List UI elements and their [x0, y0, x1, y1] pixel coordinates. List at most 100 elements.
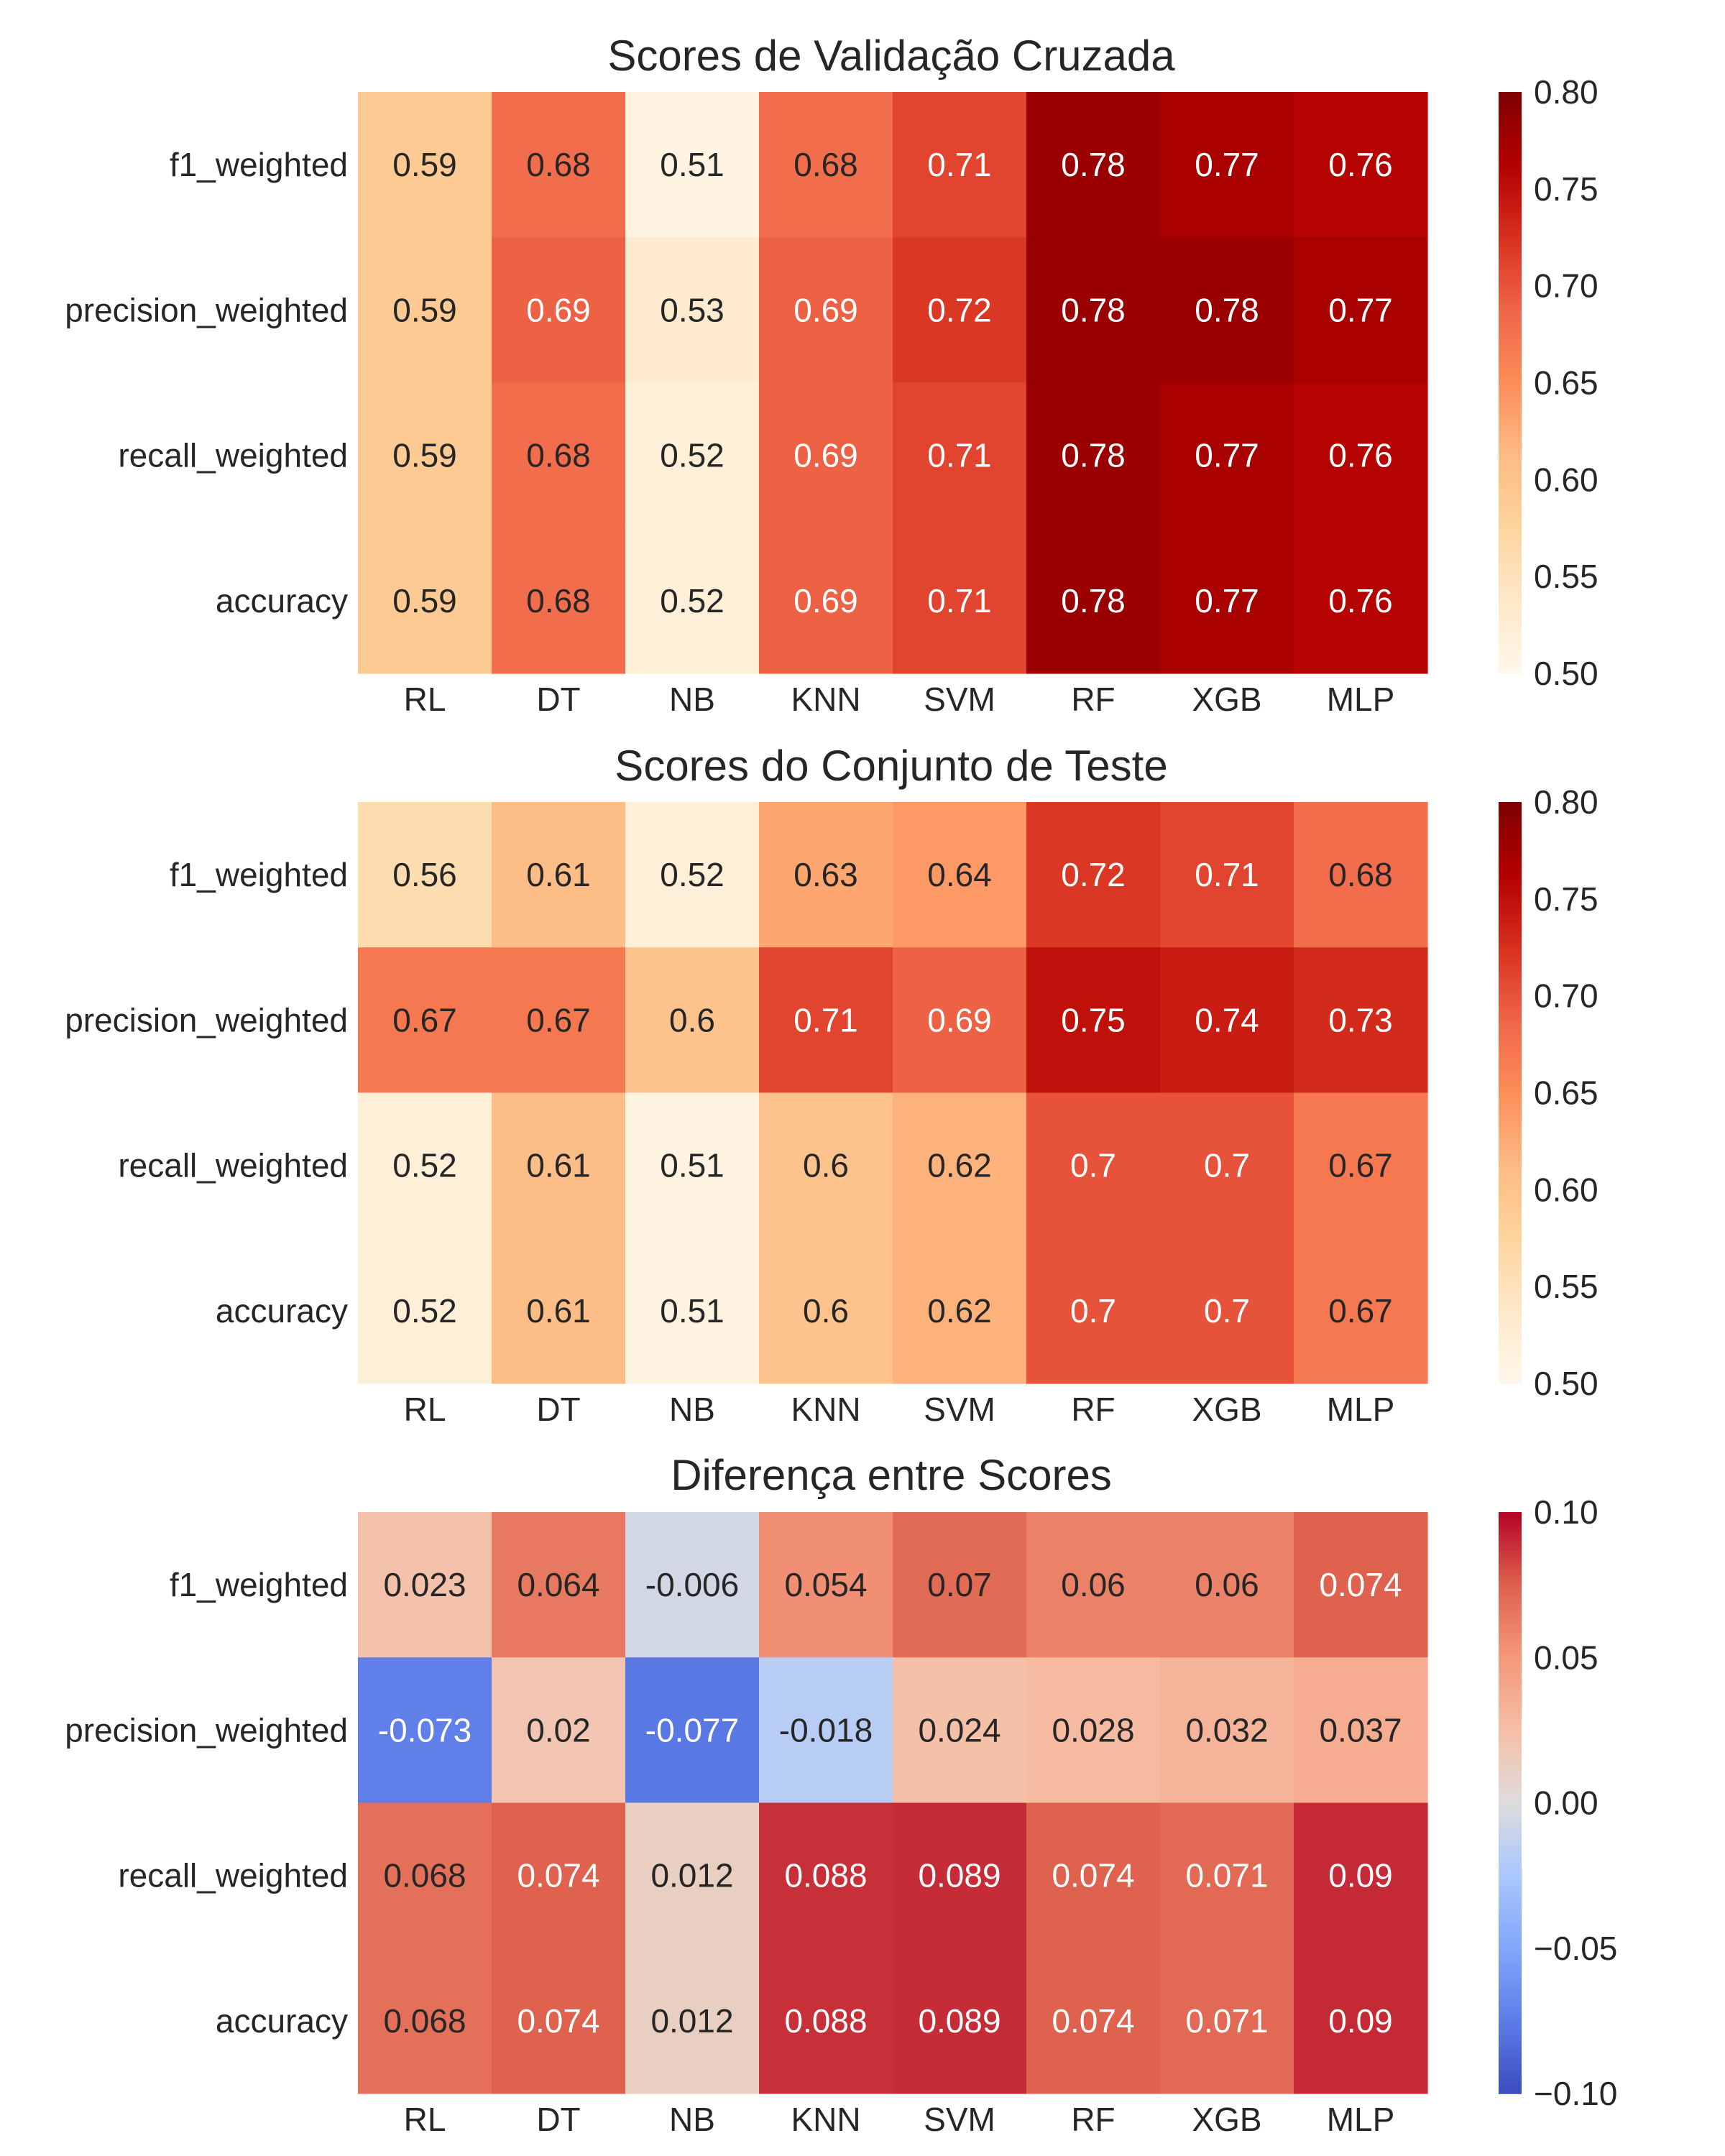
colorbar-segment	[1499, 1184, 1522, 1191]
colorbar-segment	[1499, 826, 1522, 832]
row-labels: f1_weighted precision_weighted recall_weig…	[65, 1566, 348, 2040]
cell-value-label: 0.77	[1328, 291, 1393, 328]
colorbar-segment	[1499, 2035, 1522, 2041]
cell-value-label: 0.68	[526, 582, 591, 619]
colorbar-segment	[1499, 1364, 1522, 1370]
colorbar-segment	[1499, 1097, 1522, 1103]
cell-value-label: 0.77	[1195, 146, 1259, 183]
colorbar-segment	[1499, 149, 1522, 156]
colorbar-segment	[1499, 976, 1522, 982]
colorbar-segment	[1499, 865, 1522, 871]
colorbar-segment	[1499, 658, 1522, 665]
colorbar-tick-label: 0.50	[1534, 1365, 1598, 1402]
colorbar-segment	[1499, 1565, 1522, 1571]
colorbar-segment	[1499, 668, 1522, 674]
colorbar-segment	[1499, 1774, 1522, 1779]
cell-value-label: 0.089	[918, 2002, 1000, 2040]
heatmap-cell	[492, 1802, 626, 1949]
heatmap-cell	[1294, 1802, 1428, 1949]
cell-value-label: 0.52	[660, 856, 724, 893]
colorbar-segment	[1499, 937, 1522, 944]
colorbar-segment	[1499, 499, 1522, 505]
heatmap-cell	[492, 947, 626, 1094]
cell-value-label: -0.018	[779, 1711, 873, 1749]
colorbar-segment	[1499, 1928, 1522, 1935]
cell-value-label: 0.068	[383, 1857, 466, 1894]
colorbar-segment	[1499, 1894, 1522, 1901]
colorbar-segment	[1499, 538, 1522, 543]
colorbar-segment	[1499, 421, 1522, 427]
colorbar-segment	[1499, 649, 1522, 655]
colorbar-segment	[1499, 1301, 1522, 1307]
colorbar-segment	[1499, 1054, 1522, 1060]
colorbar-segment	[1499, 1354, 1522, 1360]
colorbar: 0.10 0.05 0.00 −0.05 −0.10	[1499, 1493, 1617, 2112]
colorbar-segment	[1499, 101, 1522, 108]
colorbar-segment	[1499, 2006, 1522, 2012]
colorbar-segment	[1499, 533, 1522, 539]
colorbar-segment	[1499, 1589, 1522, 1595]
column-label: SVM	[924, 2101, 995, 2138]
colorbar-segment	[1499, 2011, 1522, 2017]
cell-value-label: 0.53	[660, 291, 724, 328]
heatmap-cell	[625, 1238, 760, 1384]
cell-value-label: 0.52	[392, 1147, 457, 1184]
colorbar-segment	[1499, 894, 1522, 900]
colorbar-segment	[1499, 806, 1522, 813]
colorbar-segment	[1499, 1059, 1522, 1064]
heatmap-cell	[759, 382, 893, 529]
heatmap-cell	[1294, 802, 1428, 948]
colorbar-segment	[1499, 1156, 1522, 1161]
colorbar-segment	[1499, 898, 1522, 905]
colorbar-tick-label: 0.55	[1534, 558, 1598, 595]
colorbar-segment	[1499, 1136, 1522, 1142]
column-label: KNN	[791, 2101, 860, 2138]
colorbar-segment	[1499, 232, 1522, 239]
colorbar-segment	[1499, 1160, 1522, 1166]
column-label: RL	[404, 1391, 446, 1428]
cell-value-label: 0.037	[1319, 1711, 1402, 1749]
colorbar-segment	[1499, 2020, 1522, 2027]
colorbar-segment	[1499, 130, 1522, 137]
heatmap-cell	[492, 528, 626, 674]
colorbar-segment	[1499, 1594, 1522, 1600]
colorbar-segment	[1499, 547, 1522, 553]
cell-value-label: 0.023	[383, 1566, 466, 1603]
heatmap-cell	[625, 1657, 760, 1804]
heatmap-cell	[759, 237, 893, 384]
colorbar-segment	[1499, 1764, 1522, 1770]
cell-value-label: 0.71	[794, 1001, 858, 1038]
colorbar-segment	[1499, 542, 1522, 548]
heatmap-cell	[492, 802, 626, 948]
colorbar-segment	[1499, 1189, 1522, 1195]
colorbar-segment	[1499, 1720, 1522, 1726]
colorbar-segment	[1499, 387, 1522, 393]
colorbar-segment	[1499, 2055, 1522, 2060]
colorbar-segment	[1499, 1536, 1522, 1542]
cell-value-label: 0.088	[784, 2002, 867, 2040]
colorbar-segment	[1499, 1121, 1522, 1128]
row-label: f1_weighted	[170, 856, 348, 893]
column-label: DT	[536, 1391, 580, 1428]
colorbar-segment	[1499, 354, 1522, 359]
cell-value-label: 0.51	[660, 1147, 724, 1184]
colorbar-segment	[1499, 971, 1522, 977]
heatmap-cell	[1160, 802, 1294, 948]
colorbar-tick-label: 0.60	[1534, 1171, 1598, 1208]
cell-value-label: 0.09	[1328, 1857, 1393, 1894]
colorbar-segment	[1499, 635, 1522, 640]
colorbar-segment	[1499, 933, 1522, 939]
cell-value-label: 0.59	[392, 582, 457, 619]
heatmap-cell	[358, 382, 492, 529]
colorbar-segment	[1499, 1131, 1522, 1137]
panel-title: Diferença entre Scores	[671, 1451, 1112, 1499]
heatmap-cell	[358, 1657, 492, 1804]
column-labels: RL DT NB KNN SVM RF XGB MLP	[404, 1391, 1395, 1428]
heatmap-cell	[893, 1948, 1027, 2094]
heatmap-cell	[625, 1802, 760, 1949]
heatmap-cell	[625, 92, 760, 238]
column-label: RF	[1071, 1391, 1115, 1428]
colorbar-segment	[1499, 1126, 1522, 1133]
cell-value-label: 0.61	[526, 856, 591, 893]
cell-value-label: 0.012	[650, 2002, 733, 2040]
